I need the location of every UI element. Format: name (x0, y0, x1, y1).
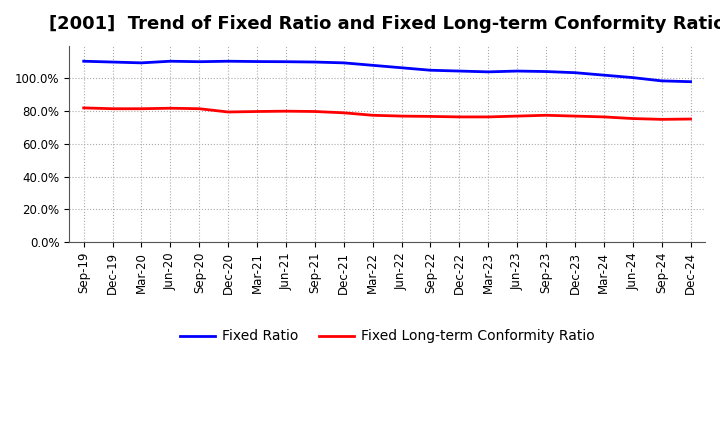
Fixed Ratio (629, 75, 637, 80)
Fixed Long-term Conformity Ratio (397, 114, 406, 119)
Fixed Long-term Conformity Ratio (455, 114, 464, 120)
Title: [2001]  Trend of Fixed Ratio and Fixed Long-term Conformity Ratio: [2001] Trend of Fixed Ratio and Fixed Lo… (49, 15, 720, 33)
Fixed Ratio (541, 69, 550, 74)
Fixed Long-term Conformity Ratio (541, 113, 550, 118)
Fixed Long-term Conformity Ratio (166, 106, 175, 111)
Fixed Ratio (484, 69, 492, 74)
Fixed Long-term Conformity Ratio (195, 106, 204, 111)
Fixed Ratio (310, 59, 319, 65)
Fixed Ratio (657, 78, 666, 84)
Legend: Fixed Ratio, Fixed Long-term Conformity Ratio: Fixed Ratio, Fixed Long-term Conformity … (174, 324, 600, 349)
Fixed Ratio (253, 59, 261, 64)
Fixed Long-term Conformity Ratio (108, 106, 117, 111)
Fixed Long-term Conformity Ratio (310, 109, 319, 114)
Fixed Long-term Conformity Ratio (686, 117, 695, 122)
Fixed Ratio (166, 59, 175, 64)
Fixed Long-term Conformity Ratio (224, 110, 233, 115)
Fixed Long-term Conformity Ratio (426, 114, 435, 119)
Fixed Long-term Conformity Ratio (657, 117, 666, 122)
Fixed Long-term Conformity Ratio (79, 105, 88, 110)
Fixed Long-term Conformity Ratio (629, 116, 637, 121)
Fixed Ratio (137, 60, 145, 66)
Fixed Ratio (426, 68, 435, 73)
Fixed Ratio (686, 79, 695, 84)
Fixed Ratio (195, 59, 204, 64)
Fixed Ratio (397, 65, 406, 70)
Fixed Ratio (79, 59, 88, 64)
Fixed Long-term Conformity Ratio (282, 109, 290, 114)
Fixed Long-term Conformity Ratio (339, 110, 348, 115)
Fixed Ratio (571, 70, 580, 75)
Fixed Ratio (282, 59, 290, 64)
Fixed Ratio (455, 68, 464, 73)
Fixed Ratio (513, 68, 521, 73)
Fixed Ratio (108, 59, 117, 65)
Fixed Long-term Conformity Ratio (369, 113, 377, 118)
Line: Fixed Ratio: Fixed Ratio (84, 61, 690, 82)
Line: Fixed Long-term Conformity Ratio: Fixed Long-term Conformity Ratio (84, 108, 690, 119)
Fixed Long-term Conformity Ratio (571, 114, 580, 119)
Fixed Long-term Conformity Ratio (137, 106, 145, 111)
Fixed Long-term Conformity Ratio (513, 114, 521, 119)
Fixed Long-term Conformity Ratio (600, 114, 608, 120)
Fixed Long-term Conformity Ratio (484, 114, 492, 120)
Fixed Ratio (369, 62, 377, 68)
Fixed Ratio (224, 59, 233, 64)
Fixed Ratio (600, 73, 608, 78)
Fixed Long-term Conformity Ratio (253, 109, 261, 114)
Fixed Ratio (339, 60, 348, 66)
